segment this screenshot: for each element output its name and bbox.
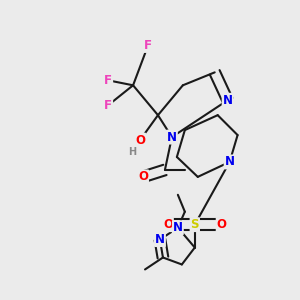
Text: F: F [104, 74, 112, 87]
Text: O: O [135, 134, 145, 146]
Text: N: N [225, 155, 235, 168]
Text: N: N [223, 94, 232, 107]
Text: F: F [104, 99, 112, 112]
Text: S: S [190, 218, 199, 231]
Text: N: N [173, 221, 183, 234]
Text: O: O [138, 170, 148, 183]
Text: F: F [144, 39, 152, 52]
Text: N: N [155, 233, 165, 246]
Text: O: O [217, 218, 227, 231]
Text: O: O [163, 218, 173, 231]
Text: H: H [128, 147, 136, 157]
Text: N: N [167, 130, 177, 144]
